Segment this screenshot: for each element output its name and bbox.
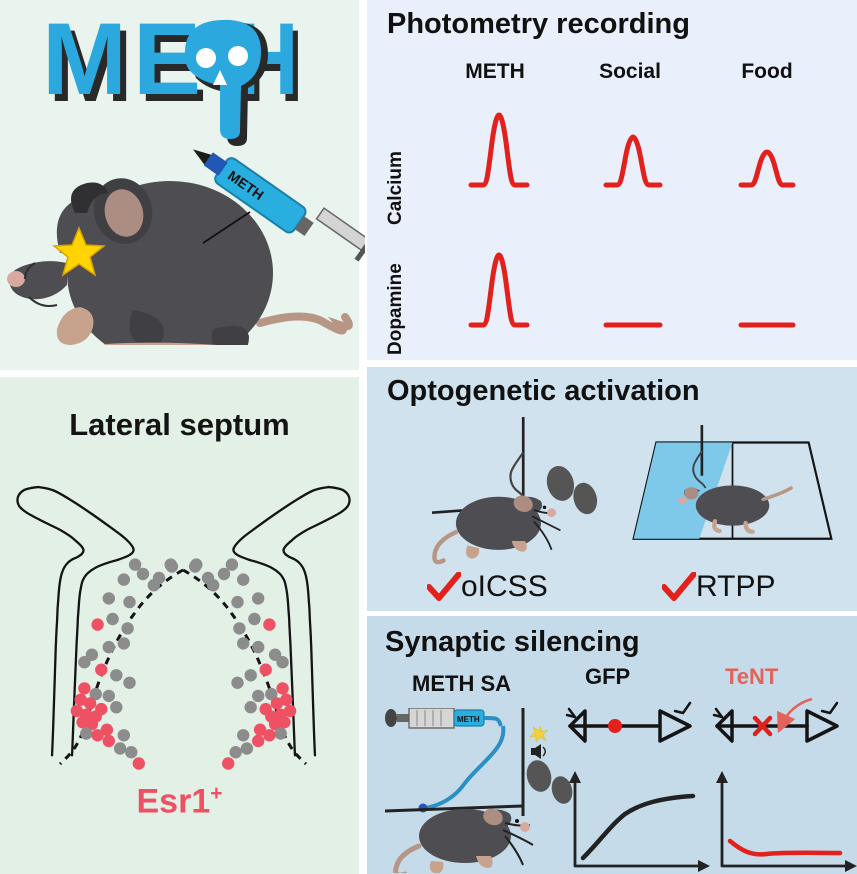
svg-text:METH: METH [457, 715, 480, 724]
